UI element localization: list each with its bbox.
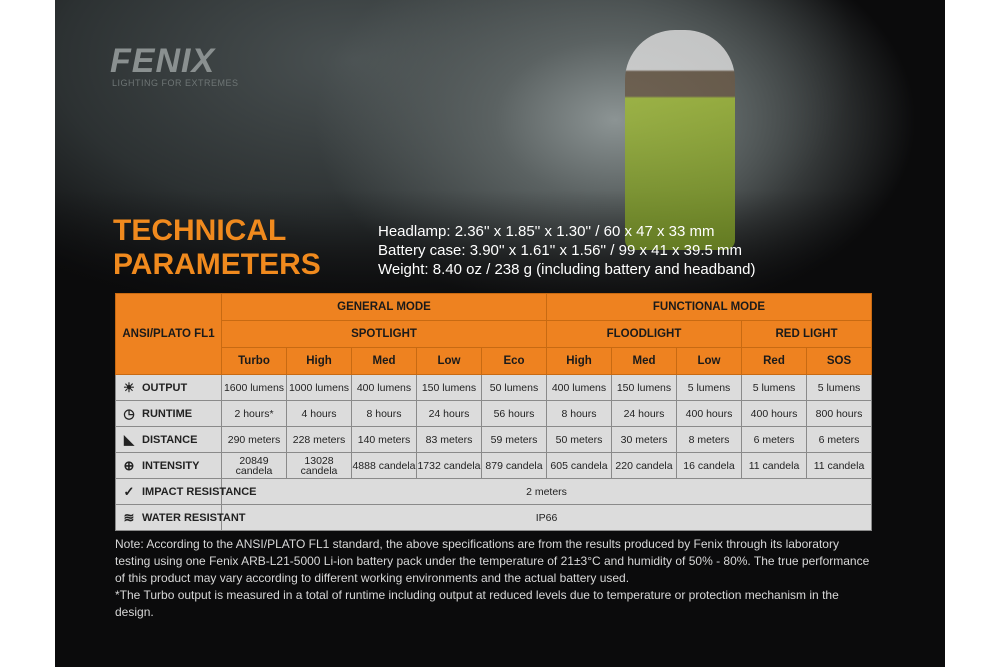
table-cell: 8 meters — [676, 426, 742, 453]
group-header: FLOODLIGHT — [546, 320, 742, 348]
table-cell: 11 candela — [806, 452, 872, 479]
table-cell: 800 hours — [806, 400, 872, 427]
clock-icon: ◷ — [123, 405, 135, 421]
table-cell: 20849 candela — [221, 452, 287, 479]
level-header: Med — [351, 347, 417, 375]
level-header: Low — [416, 347, 482, 375]
table-cell: 6 meters — [741, 426, 807, 453]
row-label-text: DISTANCE — [142, 433, 198, 446]
level-header: Eco — [481, 347, 547, 375]
level-header: Red — [741, 347, 807, 375]
table-cell: 5 lumens — [676, 374, 742, 401]
mode-header: GENERAL MODE — [221, 293, 547, 321]
table-cell: 24 hours — [416, 400, 482, 427]
row-label: ⊕ INTENSITY — [115, 452, 222, 479]
spec-battery-case: Battery case: 3.90'' x 1.61'' x 1.56'' /… — [378, 242, 743, 259]
notes: Note: According to the ANSI/PLATO FL1 st… — [115, 536, 875, 621]
table-cell: 400 hours — [676, 400, 742, 427]
table-row: ◷ RUNTIME 2 hours* 4 hours 8 hours 24 hours 56… — [115, 400, 872, 427]
table-cell: 2 meters — [221, 478, 872, 505]
fenix-logo: FENIX — [110, 42, 216, 80]
title-line: TECHNICAL — [113, 214, 287, 247]
note-text: *The Turbo output is measured in a total… — [115, 588, 839, 619]
table-cell: 150 lumens — [416, 374, 482, 401]
table-cell: 1600 lumens — [221, 374, 287, 401]
table-cell: 30 meters — [611, 426, 677, 453]
table-cell: 400 lumens — [546, 374, 612, 401]
table-cell: 140 meters — [351, 426, 417, 453]
level-header: Turbo — [221, 347, 287, 375]
note-text: Note: According to the ANSI/PLATO FL1 st… — [115, 537, 870, 585]
table-row: ◣ DISTANCE 290 meters 228 meters 140 meters 8… — [115, 426, 872, 453]
row-label-text: IMPACT RESISTANCE — [142, 485, 257, 498]
group-header: SPOTLIGHT — [221, 320, 547, 348]
table-cell: 1000 lumens — [286, 374, 352, 401]
table-cell: 228 meters — [286, 426, 352, 453]
row-label: ◣ DISTANCE — [115, 426, 222, 453]
table-cell: 150 lumens — [611, 374, 677, 401]
level-header: Med — [611, 347, 677, 375]
level-header: Low — [676, 347, 742, 375]
table-cell: 400 hours — [741, 400, 807, 427]
parameters-table: ANSI/PLATO FL1 GENERAL MODE FUNCTIONAL M… — [115, 293, 872, 531]
table-row: ⊕ INTENSITY 20849 candela 13028 candela 4888… — [115, 452, 872, 479]
table-cell: 24 hours — [611, 400, 677, 427]
table-cell: 50 meters — [546, 426, 612, 453]
level-header: High — [546, 347, 612, 375]
level-header: SOS — [806, 347, 872, 375]
table-cell: IP66 — [221, 504, 872, 531]
tunnel-background-image — [55, 0, 945, 330]
table-cell: 879 candela — [481, 452, 547, 479]
table-cell: 5 lumens — [806, 374, 872, 401]
table-cell: 50 lumens — [481, 374, 547, 401]
table-row: ☀ OUTPUT 1600 lumens 1000 lumens 400 lumens 1… — [115, 374, 872, 401]
impact-icon: ✓ — [123, 483, 135, 499]
corner-header: ANSI/PLATO FL1 — [115, 293, 222, 375]
group-header: RED LIGHT — [741, 320, 872, 348]
row-label: ✓ IMPACT RESISTANCE — [115, 478, 257, 505]
row-label: ◷ RUNTIME — [115, 400, 222, 427]
row-label-text: OUTPUT — [142, 381, 188, 394]
page-title: TECHNICAL PARAMETERS — [113, 214, 321, 282]
target-icon: ⊕ — [123, 457, 135, 473]
mode-header: FUNCTIONAL MODE — [546, 293, 872, 321]
table-cell: 83 meters — [416, 426, 482, 453]
row-label-text: INTENSITY — [142, 459, 200, 472]
level-header: High — [286, 347, 352, 375]
row-label-text: RUNTIME — [142, 407, 193, 420]
product-panel: FENIX LIGHTING FOR EXTREMES TECHNICAL PA… — [55, 0, 945, 667]
table-cell: 220 candela — [611, 452, 677, 479]
table-cell: 4888 candela — [351, 452, 417, 479]
logo-tagline: LIGHTING FOR EXTREMES — [112, 78, 239, 88]
dimensions-specs: Headlamp: 2.36'' x 1.85'' x 1.30'' / 60 … — [378, 222, 755, 279]
table-cell: 56 hours — [481, 400, 547, 427]
table-cell: 16 candela — [676, 452, 742, 479]
table-cell: 8 hours — [546, 400, 612, 427]
row-label: ☀ OUTPUT — [115, 374, 222, 401]
water-icon: ≋ — [123, 509, 135, 525]
row-label-text: WATER RESISTANT — [142, 511, 246, 524]
light-burst-icon: ☀ — [123, 379, 135, 395]
table-cell: 2 hours* — [221, 400, 287, 427]
row-label: ≋ WATER RESISTANT — [115, 504, 245, 531]
table-cell: 400 lumens — [351, 374, 417, 401]
table-cell: 6 meters — [806, 426, 872, 453]
table-row: ✓ IMPACT RESISTANCE 2 meters — [115, 478, 872, 505]
table-cell: 290 meters — [221, 426, 287, 453]
table-cell: 8 hours — [351, 400, 417, 427]
table-cell: 4 hours — [286, 400, 352, 427]
table-cell: 5 lumens — [741, 374, 807, 401]
beam-distance-icon: ◣ — [124, 431, 134, 447]
table-row: ≋ WATER RESISTANT IP66 — [115, 504, 872, 531]
spec-headlamp: Headlamp: 2.36'' x 1.85'' x 1.30'' / 60 … — [378, 223, 715, 240]
spec-weight: Weight: 8.40 oz / 238 g (including batte… — [378, 261, 756, 278]
title-line: PARAMETERS — [113, 248, 321, 281]
table-cell: 59 meters — [481, 426, 547, 453]
table-cell: 13028 candela — [286, 452, 352, 479]
table-cell: 605 candela — [546, 452, 612, 479]
worker-image — [625, 30, 735, 250]
table-cell: 1732 candela — [416, 452, 482, 479]
table-cell: 11 candela — [741, 452, 807, 479]
